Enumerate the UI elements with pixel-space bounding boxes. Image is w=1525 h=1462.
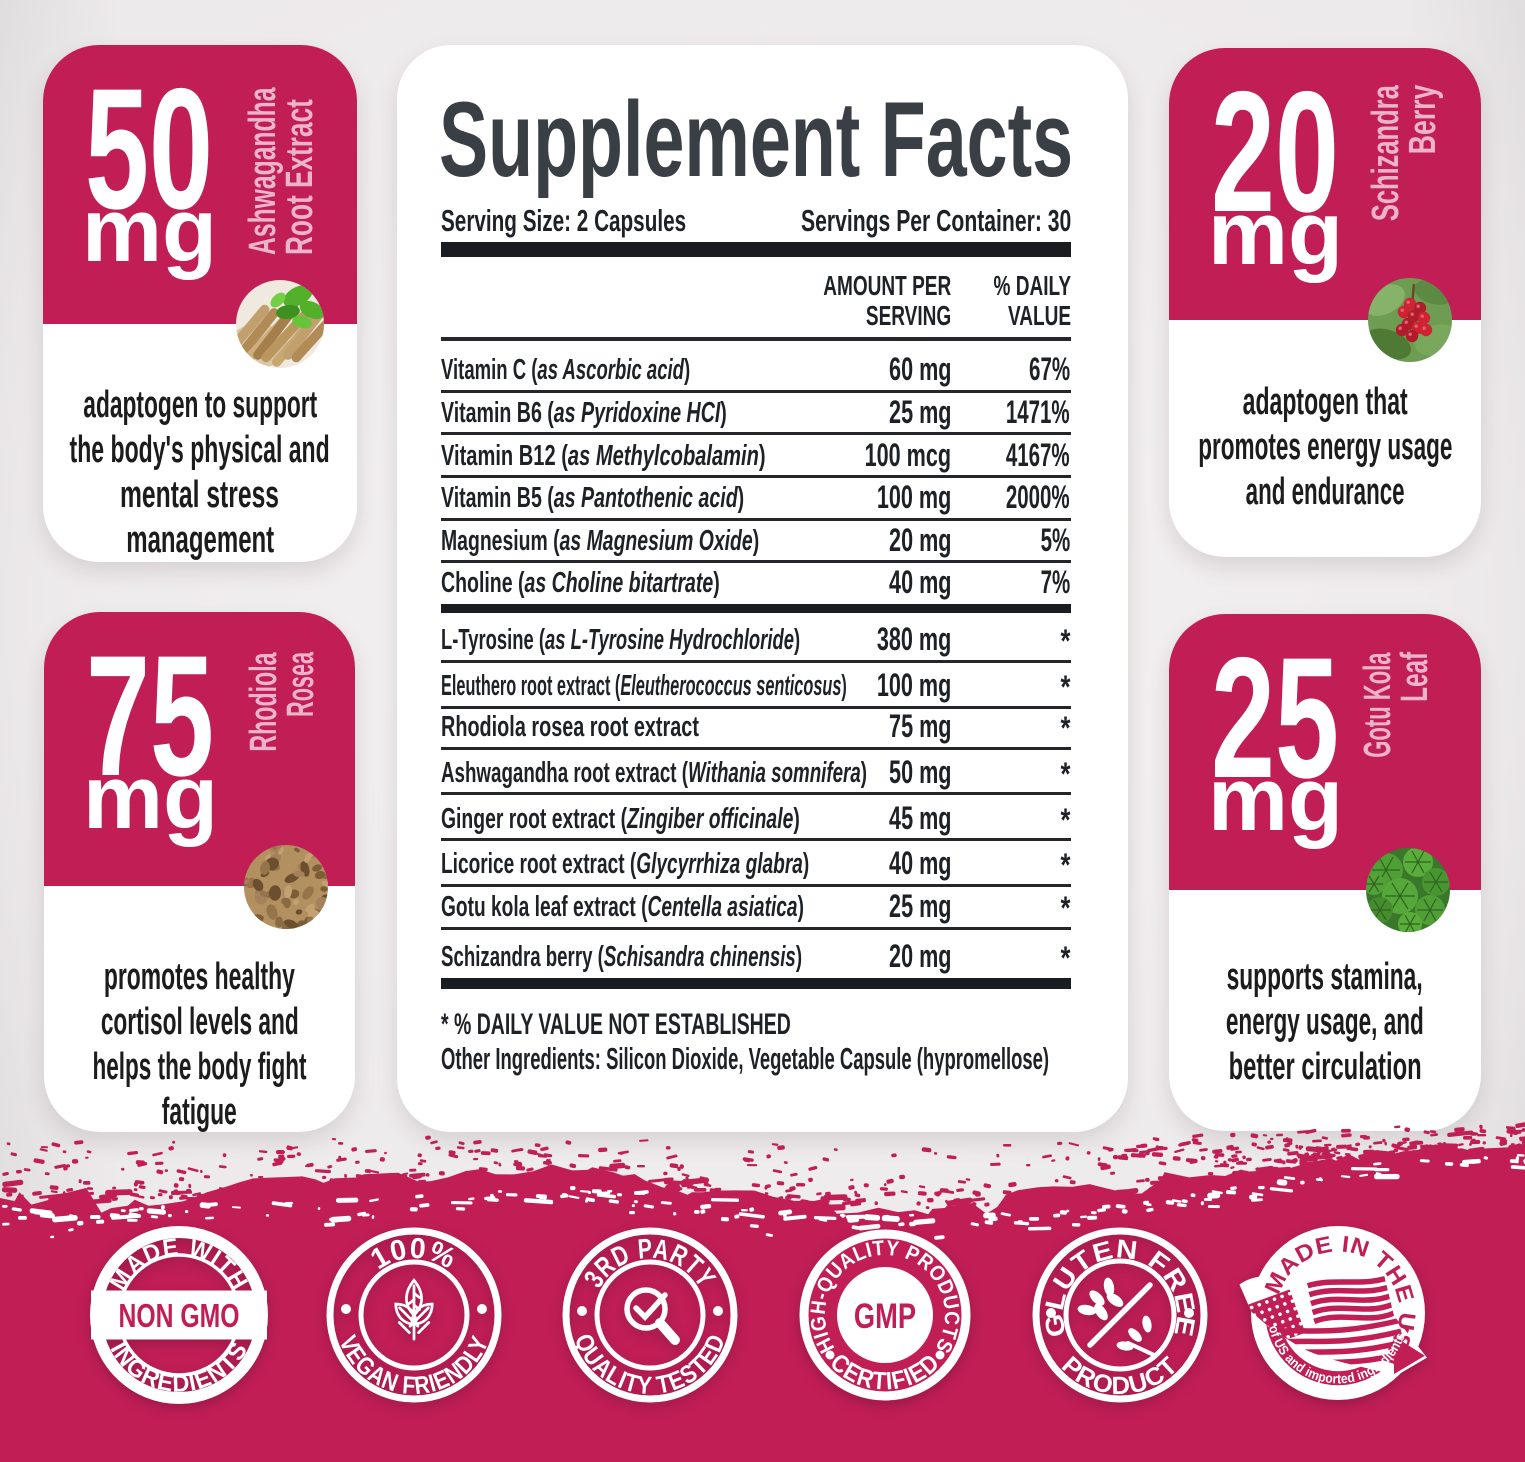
svg-text:NON GMO: NON GMO (119, 1299, 240, 1335)
svg-text:GMP: GMP (854, 1297, 916, 1336)
svg-text:PRODUCT: PRODUCT (1056, 1351, 1184, 1400)
svg-text:INGREDIENTS: INGREDIENTS (105, 1337, 254, 1398)
svg-text:3RD PARTY: 3RD PARTY (578, 1233, 722, 1293)
svg-text:QUALITY TESTED: QUALITY TESTED (569, 1330, 732, 1400)
